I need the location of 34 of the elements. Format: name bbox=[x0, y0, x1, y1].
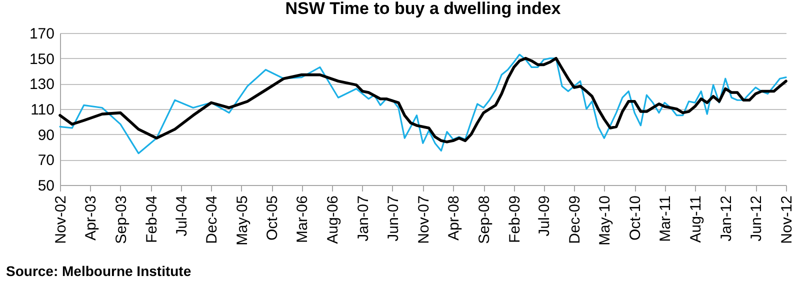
x-tick-label: Oct-10 bbox=[627, 196, 644, 241]
x-tick-label: Dec-04 bbox=[204, 196, 221, 244]
x-tick-label: Feb-04 bbox=[143, 196, 160, 244]
x-tick-label: Jul-04 bbox=[173, 196, 190, 236]
x-tick-label: Feb-09 bbox=[506, 196, 524, 244]
x-tick-label: Jun-12 bbox=[748, 196, 766, 242]
x-tick-label: Jan-12 bbox=[718, 196, 735, 242]
x-tick-label: Oct-05 bbox=[264, 196, 282, 241]
x-tick-label: Aug-06 bbox=[324, 196, 342, 244]
y-tick-label: 50 bbox=[38, 178, 54, 194]
x-tick-label: Dec-09 bbox=[566, 196, 584, 244]
x-tick-label: Aug-11 bbox=[687, 196, 704, 243]
x-tick-label: Apr-03 bbox=[82, 196, 100, 241]
x-tick-label: Sep-08 bbox=[476, 196, 494, 244]
x-tick-label: Mar-06 bbox=[294, 196, 312, 244]
y-tick-label: 70 bbox=[38, 152, 54, 170]
y-tick-label: 110 bbox=[30, 102, 54, 118]
y-tick-label: 130 bbox=[29, 76, 54, 94]
chart-title: NSW Time to buy a dwelling index bbox=[285, 0, 562, 18]
x-tick-label: May-05 bbox=[234, 196, 251, 246]
x-tick-label: May-10 bbox=[596, 196, 614, 246]
y-tick-label: 150 bbox=[29, 50, 54, 68]
x-tick-label: Jun-07 bbox=[384, 196, 402, 242]
x-tick-label: Mar-11 bbox=[657, 196, 674, 242]
x-tick-label: Jan-07 bbox=[354, 196, 372, 242]
x-tick-label: Apr-08 bbox=[446, 196, 463, 241]
source-note: Source: Melbourne Institute bbox=[6, 263, 192, 279]
x-tick-label: Nov-02 bbox=[52, 196, 70, 244]
y-tick-label: 170 bbox=[29, 26, 54, 42]
x-tick-label: Nov-12 bbox=[778, 196, 796, 244]
x-tick-label: Sep-03 bbox=[112, 196, 130, 244]
y-tick-label: 90 bbox=[38, 126, 54, 144]
x-tick-label: Jul-09 bbox=[536, 196, 554, 236]
x-tick-label: Nov-07 bbox=[415, 196, 432, 244]
